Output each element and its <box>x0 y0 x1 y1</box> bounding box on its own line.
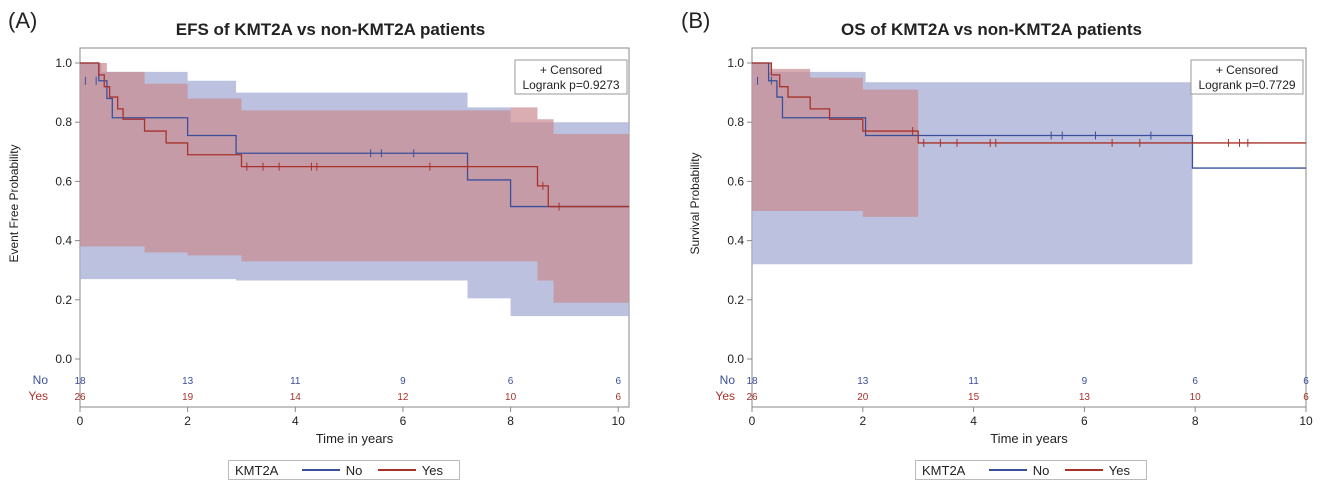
legend-swatch-yes <box>378 469 416 471</box>
legend: KMT2A No Yes <box>915 460 1147 480</box>
legend-swatch-no <box>989 469 1027 471</box>
at-risk-value: 11 <box>968 376 979 387</box>
at-risk-value: 9 <box>400 376 406 387</box>
series-line-yes <box>752 62 1306 144</box>
x-tick-label: 2 <box>859 414 866 428</box>
legend-label-yes: Yes <box>1108 462 1130 478</box>
legend-label-no: No <box>345 462 363 478</box>
y-axis-label: Event Free Probability <box>7 144 21 262</box>
x-tick-label: 0 <box>77 414 84 428</box>
x-tick-label: 6 <box>1081 414 1088 428</box>
at-risk-value: 18 <box>74 376 86 387</box>
at-risk-value: 6 <box>1303 392 1309 403</box>
at-risk-value: 26 <box>74 392 86 403</box>
efs-plot: 0.0 0.2 0.4 0.6 0.8 1.0 0 2 4 6 8 10 Time in years Ev… <box>7 47 630 446</box>
at-risk-row-label: No <box>33 373 49 387</box>
legend-swatch-yes <box>1065 469 1103 471</box>
x-tick-label: 0 <box>749 414 756 428</box>
series-line-no <box>752 62 1306 169</box>
at-risk-value: 11 <box>290 376 301 387</box>
at-risk-value: 18 <box>746 376 758 387</box>
ci-band-yes <box>80 63 629 303</box>
y-tick-label: 1.0 <box>55 56 72 70</box>
y-tick-label: 0.8 <box>727 115 744 129</box>
x-tick-label: 4 <box>292 414 299 428</box>
x-tick-label: 10 <box>1299 414 1313 428</box>
at-risk-value: 6 <box>615 376 621 387</box>
at-risk-value: 13 <box>1079 392 1091 403</box>
legend-label-yes: Yes <box>421 462 443 478</box>
at-risk-value: 19 <box>182 392 194 403</box>
efs-panel: (A) EFS of KMT2A vs non-KMT2A patients 0… <box>7 8 630 480</box>
y-tick-label: 0.2 <box>55 293 72 307</box>
at-risk-value: 12 <box>397 392 409 403</box>
series-line-no <box>80 62 629 208</box>
chart-title: OS of KMT2A vs non-KMT2A patients <box>841 20 1142 39</box>
at-risk-row-label: No <box>720 373 736 387</box>
os-panel: (B) OS of KMT2A vs non-KMT2A patients 0.… <box>661 0 1322 481</box>
at-risk-value: 6 <box>508 376 514 387</box>
legend-title: KMT2A <box>235 462 279 478</box>
x-tick-label: 8 <box>1192 414 1199 428</box>
os-plot: 0.0 0.2 0.4 0.6 0.8 1.0 0 2 4 6 8 10 Time in years Su… <box>688 47 1313 446</box>
y-tick-label: 0.4 <box>55 234 72 248</box>
at-risk-value: 26 <box>746 392 758 403</box>
panel-letter: (B) <box>681 8 711 33</box>
at-risk-value: 6 <box>1192 376 1198 387</box>
x-axis-label: Time in years <box>316 431 394 446</box>
at-risk-value: 6 <box>615 392 621 403</box>
y-tick-label: 0.2 <box>727 293 744 307</box>
panel-letter: (A) <box>8 8 38 33</box>
legend: KMT2A No Yes <box>228 460 460 480</box>
logrank-p-value: Logrank p=0.7729 <box>1198 78 1295 92</box>
at-risk-value: 6 <box>1303 376 1309 387</box>
y-axis-label: Survival Probability <box>688 152 702 254</box>
censored-note: + Censored <box>1216 63 1278 77</box>
legend-swatch-no <box>302 469 340 471</box>
y-tick-label: 0.0 <box>55 352 72 366</box>
logrank-p-value: Logrank p=0.9273 <box>522 78 619 92</box>
x-tick-label: 2 <box>184 414 191 428</box>
at-risk-row-label: Yes <box>715 389 735 403</box>
y-tick-label: 0.8 <box>55 115 72 129</box>
stats-box <box>514 59 628 95</box>
at-risk-value: 20 <box>857 392 869 403</box>
x-tick-label: 4 <box>970 414 977 428</box>
x-tick-label: 8 <box>507 414 514 428</box>
y-tick-label: 0.6 <box>55 174 72 188</box>
at-risk-value: 15 <box>968 392 980 403</box>
y-tick-label: 0.4 <box>727 234 744 248</box>
x-tick-label: 6 <box>400 414 407 428</box>
y-tick-label: 0.0 <box>727 352 744 366</box>
series-line-yes <box>80 62 629 208</box>
y-tick-label: 1.0 <box>727 56 744 70</box>
legend-title: KMT2A <box>922 462 966 478</box>
at-risk-value: 10 <box>505 392 517 403</box>
at-risk-value: 9 <box>1082 376 1088 387</box>
at-risk-value: 10 <box>1190 392 1202 403</box>
censored-note: + Censored <box>540 63 602 77</box>
stats-box <box>1190 59 1304 95</box>
y-tick-label: 0.6 <box>727 174 744 188</box>
at-risk-value: 14 <box>290 392 302 403</box>
at-risk-value: 13 <box>857 376 869 387</box>
chart-title: EFS of KMT2A vs non-KMT2A patients <box>175 20 486 39</box>
legend-label-no: No <box>1032 462 1050 478</box>
at-risk-value: 13 <box>182 376 194 387</box>
ci-band-yes <box>752 63 919 217</box>
at-risk-row-label: Yes <box>28 389 48 403</box>
x-axis-label: Time in years <box>990 431 1068 446</box>
x-tick-label: 10 <box>612 414 626 428</box>
